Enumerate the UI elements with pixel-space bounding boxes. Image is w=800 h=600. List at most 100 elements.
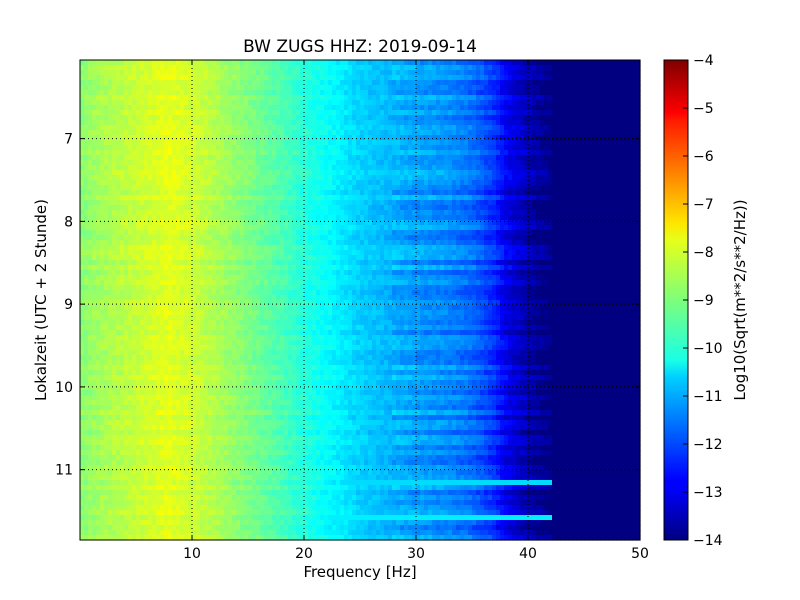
heat-cell xyxy=(264,235,269,241)
heat-cell xyxy=(428,215,433,221)
heat-cell xyxy=(584,165,589,171)
heat-cell xyxy=(452,135,457,141)
heat-cell xyxy=(552,190,557,196)
heat-cell xyxy=(572,165,577,171)
heat-cell xyxy=(488,145,493,151)
heat-cell xyxy=(444,100,449,106)
heat-cell xyxy=(304,170,309,176)
heat-cell xyxy=(556,70,561,76)
heat-cell xyxy=(296,195,301,201)
heat-cell xyxy=(328,125,333,131)
heat-cell xyxy=(248,80,253,86)
heat-cell xyxy=(152,60,157,66)
heat-cell xyxy=(488,140,493,146)
heat-cell xyxy=(600,195,605,201)
heat-cell xyxy=(292,185,297,191)
heat-cell xyxy=(496,110,501,116)
heat-cell xyxy=(616,110,621,116)
heat-cell xyxy=(468,65,473,71)
heat-cell xyxy=(620,135,625,141)
heat-cell xyxy=(592,230,597,236)
heat-cell xyxy=(452,205,457,211)
heat-cell xyxy=(612,95,617,101)
heat-cell xyxy=(156,135,161,141)
heat-cell xyxy=(532,155,537,161)
heat-cell xyxy=(416,180,421,186)
heat-cell xyxy=(400,160,405,166)
heat-cell xyxy=(200,105,205,111)
heat-cell xyxy=(324,125,329,131)
heat-cell xyxy=(552,80,557,86)
heat-cell xyxy=(540,75,545,81)
heat-cell xyxy=(216,185,221,191)
heat-cell xyxy=(244,165,249,171)
heat-cell xyxy=(616,170,621,176)
heat-cell xyxy=(312,85,317,91)
heat-cell xyxy=(240,125,245,131)
heat-cell xyxy=(568,160,573,166)
heat-cell xyxy=(112,230,117,236)
heat-cell xyxy=(272,100,277,106)
heat-cell xyxy=(436,75,441,81)
heat-cell xyxy=(300,90,305,96)
heat-cell xyxy=(296,210,301,216)
heat-cell xyxy=(556,195,561,201)
heat-cell xyxy=(332,95,337,101)
heat-cell xyxy=(344,145,349,151)
heat-cell xyxy=(220,125,225,131)
heat-cell xyxy=(336,65,341,71)
heat-cell xyxy=(292,225,297,231)
heat-cell xyxy=(368,85,373,91)
heat-cell xyxy=(168,135,173,141)
heat-cell xyxy=(396,210,401,216)
heat-cell xyxy=(456,95,461,101)
heat-cell xyxy=(340,145,345,151)
heat-cell xyxy=(408,130,413,136)
heat-cell xyxy=(88,225,93,231)
heat-cell xyxy=(436,235,441,241)
heat-cell xyxy=(448,100,453,106)
heat-cell xyxy=(584,195,589,201)
heat-cell xyxy=(480,145,485,151)
heat-cell xyxy=(636,225,641,231)
heat-cell xyxy=(284,125,289,131)
heat-cell xyxy=(144,210,149,216)
heat-cell xyxy=(580,165,585,171)
heat-cell xyxy=(92,150,97,156)
heat-cell xyxy=(216,90,221,96)
heat-cell xyxy=(460,225,465,231)
heat-cell xyxy=(100,215,105,221)
heat-cell xyxy=(524,150,529,156)
heat-cell xyxy=(184,155,189,161)
heat-cell xyxy=(312,80,317,86)
heat-cell xyxy=(216,115,221,121)
heat-cell xyxy=(128,220,133,226)
heat-cell xyxy=(228,230,233,236)
heat-cell xyxy=(284,175,289,181)
heat-cell xyxy=(412,125,417,131)
heat-cell xyxy=(156,185,161,191)
heat-cell xyxy=(452,145,457,151)
heat-cell xyxy=(324,75,329,81)
heat-cell xyxy=(104,180,109,186)
heat-cell xyxy=(252,100,257,106)
heat-cell xyxy=(488,185,493,191)
heat-cell xyxy=(516,175,521,181)
heat-cell xyxy=(536,75,541,81)
heat-cell xyxy=(140,220,145,226)
heat-cell xyxy=(496,160,501,166)
heat-cell xyxy=(356,155,361,161)
heat-cell xyxy=(312,75,317,81)
heat-cell xyxy=(528,110,533,116)
heat-cell xyxy=(620,155,625,161)
heat-cell xyxy=(112,235,117,241)
heat-cell xyxy=(564,180,569,186)
heat-cell xyxy=(576,60,581,66)
heat-cell xyxy=(472,190,477,196)
heat-cell xyxy=(96,140,101,146)
heat-cell xyxy=(560,70,565,76)
heat-cell xyxy=(380,70,385,76)
heat-cell xyxy=(88,190,93,196)
heat-cell xyxy=(520,70,525,76)
heat-cell xyxy=(620,190,625,196)
